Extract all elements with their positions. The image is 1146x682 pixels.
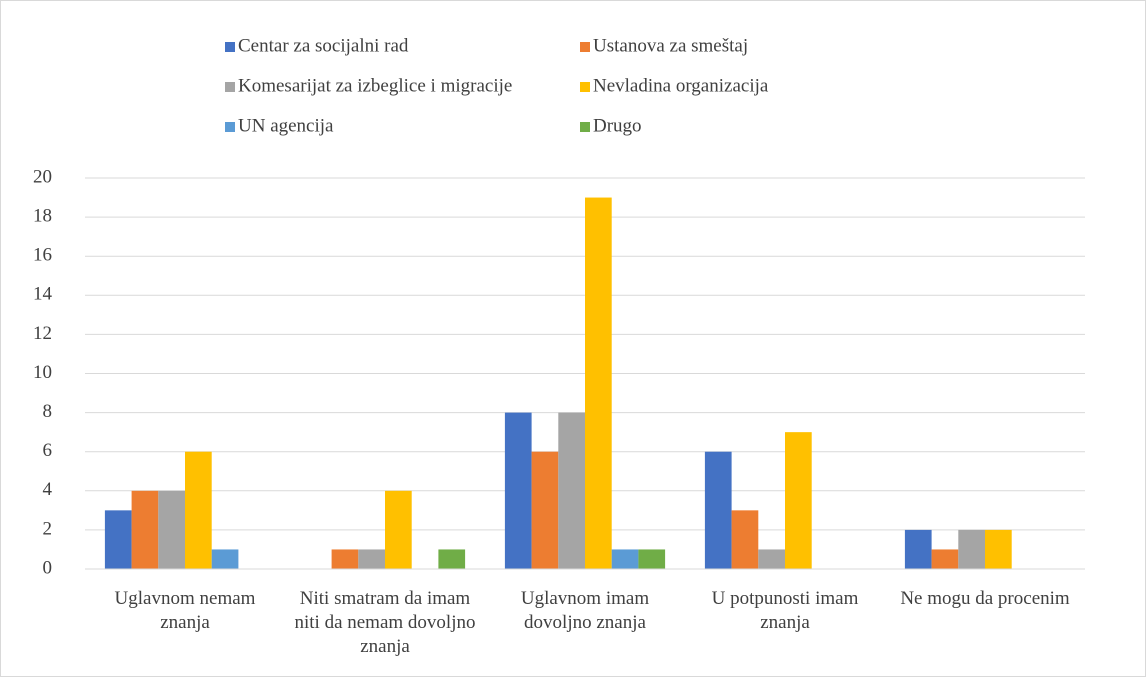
y-tick-label: 0 <box>43 557 53 578</box>
x-tick-label-line: U potpunosti imam <box>712 588 859 609</box>
legend-label: Drugo <box>593 115 642 136</box>
bar <box>704 451 732 569</box>
bar <box>638 549 666 569</box>
y-tick-label: 18 <box>33 205 52 226</box>
legend-swatch <box>225 82 235 92</box>
bar <box>438 549 466 569</box>
y-tick-label: 16 <box>33 245 52 266</box>
bar <box>785 432 812 569</box>
x-tick-label: Uglavnom imam dovoljno znanja <box>521 588 649 633</box>
legend-label: UN agencija <box>238 115 334 136</box>
y-tick-label: 14 <box>33 284 53 305</box>
legend-swatch <box>225 42 235 52</box>
x-tick-label: Niti smatram da imam niti da nemam dovolj… <box>294 588 475 657</box>
bar <box>531 451 559 569</box>
legend-label: Nevladina organizacija <box>593 75 769 96</box>
bar <box>104 510 132 569</box>
legend-label: Ustanova za smeštaj <box>593 35 748 56</box>
y-tick-label: 8 <box>43 401 53 422</box>
bar <box>985 529 1012 569</box>
bar <box>158 490 185 569</box>
bar <box>131 490 159 569</box>
bar <box>504 412 532 569</box>
bar <box>611 549 639 569</box>
bar <box>731 510 759 569</box>
y-tick-label: 4 <box>43 479 53 500</box>
x-tick-label: Uglavnom nemam znanja <box>115 588 256 633</box>
bar <box>904 529 932 569</box>
legend-label: Centar za socijalni rad <box>238 35 409 56</box>
x-tick-label-line: niti da nemam dovoljno <box>294 612 475 633</box>
bar <box>185 451 212 569</box>
bar <box>958 529 985 569</box>
y-tick-label: 2 <box>43 518 53 539</box>
y-tick-label: 20 <box>33 166 52 187</box>
legend-swatch <box>580 42 590 52</box>
y-tick-label: 12 <box>33 323 52 344</box>
legend-swatch <box>580 122 590 132</box>
bar <box>758 549 785 569</box>
y-tick-label: 6 <box>43 440 53 461</box>
x-tick-label-line: dovoljno znanja <box>524 612 646 633</box>
bar <box>558 412 585 569</box>
x-tick-label-line: znanja <box>160 612 210 633</box>
bar <box>385 490 412 569</box>
x-tick-label: Ne mogu da procenim <box>900 588 1070 609</box>
bar <box>358 549 385 569</box>
x-tick-label-line: znanja <box>760 612 810 633</box>
legend-label: Komesarijat za izbeglice i migracije <box>238 75 512 96</box>
x-tick-label: U potpunosti imam znanja <box>712 588 859 633</box>
bar <box>931 549 959 569</box>
legend-swatch <box>580 82 590 92</box>
x-tick-label-line: Uglavnom imam <box>521 588 649 609</box>
bar <box>211 549 239 569</box>
x-tick-label-line: Uglavnom nemam <box>115 588 256 609</box>
x-tick-label-line: Ne mogu da procenim <box>900 588 1070 609</box>
x-tick-label-line: znanja <box>360 636 410 657</box>
y-tick-label: 10 <box>33 362 52 383</box>
bar <box>331 549 359 569</box>
legend-swatch <box>225 122 235 132</box>
x-tick-label-line: Niti smatram da imam <box>300 588 471 609</box>
bar <box>585 197 612 570</box>
